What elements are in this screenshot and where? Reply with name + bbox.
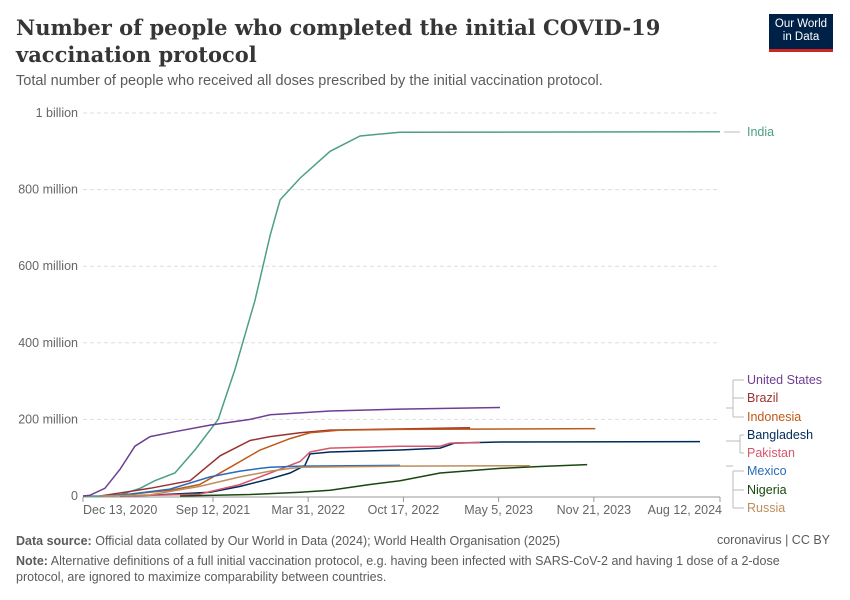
note-label: Note: [16,554,48,568]
y-tick-label: 400 million [18,336,78,350]
legend-label[interactable]: Mexico [747,464,787,478]
note: Note: Alternative definitions of a full … [16,553,816,585]
legend-label[interactable]: Russia [747,501,785,515]
series-line-bangladesh [120,440,701,497]
chart-title: Number of people who completed the initi… [16,15,661,67]
owid-logo[interactable]: Our World in Data [769,14,833,52]
x-tick-label: Aug 12, 2024 [648,503,722,517]
y-tick-label: 200 million [18,412,78,426]
y-tick-label: 600 million [18,259,78,273]
series-line-indonesia [100,427,596,497]
legend-label[interactable]: United States [747,373,822,387]
legend-label[interactable]: Brazil [747,391,778,405]
x-tick-label: May 5, 2023 [464,503,533,517]
legend-label[interactable]: Pakistan [747,446,795,460]
note-text: Alternative definitions of a full initia… [16,554,780,584]
legend-label[interactable]: Indonesia [747,410,801,424]
series-line-united-states [82,406,501,497]
source-label: Data source: [16,534,92,548]
legend-label[interactable]: Nigeria [747,483,787,497]
legend-connector [726,435,741,453]
x-tick-label: Nov 21, 2023 [557,503,631,517]
series-line-brazil [99,427,471,497]
x-tick-label: Mar 31, 2022 [271,503,345,517]
x-tick-label: Sep 12, 2021 [176,503,250,517]
x-tick-label: Oct 17, 2022 [368,503,440,517]
source-text[interactable]: Official data collated by Our World in D… [95,534,561,548]
series-line-pakistan [120,441,481,497]
chart-subtitle: Total number of people who received all … [16,73,603,89]
legend-label[interactable]: India [747,125,774,139]
y-tick-label: 800 million [18,183,78,197]
y-tick-label: 0 [71,489,78,503]
series-line-russia [100,464,531,497]
series-line-mexico [100,464,401,497]
legend-label[interactable]: Bangladesh [747,428,813,442]
x-tick-label: Dec 13, 2020 [83,503,157,517]
license[interactable]: coronavirus | CC BY [716,533,830,547]
y-tick-label: 1 billion [36,106,78,120]
legend-connector [726,465,734,508]
data-source: Data source: Official data collated by O… [16,533,560,549]
series-line-nigeria [180,463,588,497]
legend-connector [726,380,734,417]
